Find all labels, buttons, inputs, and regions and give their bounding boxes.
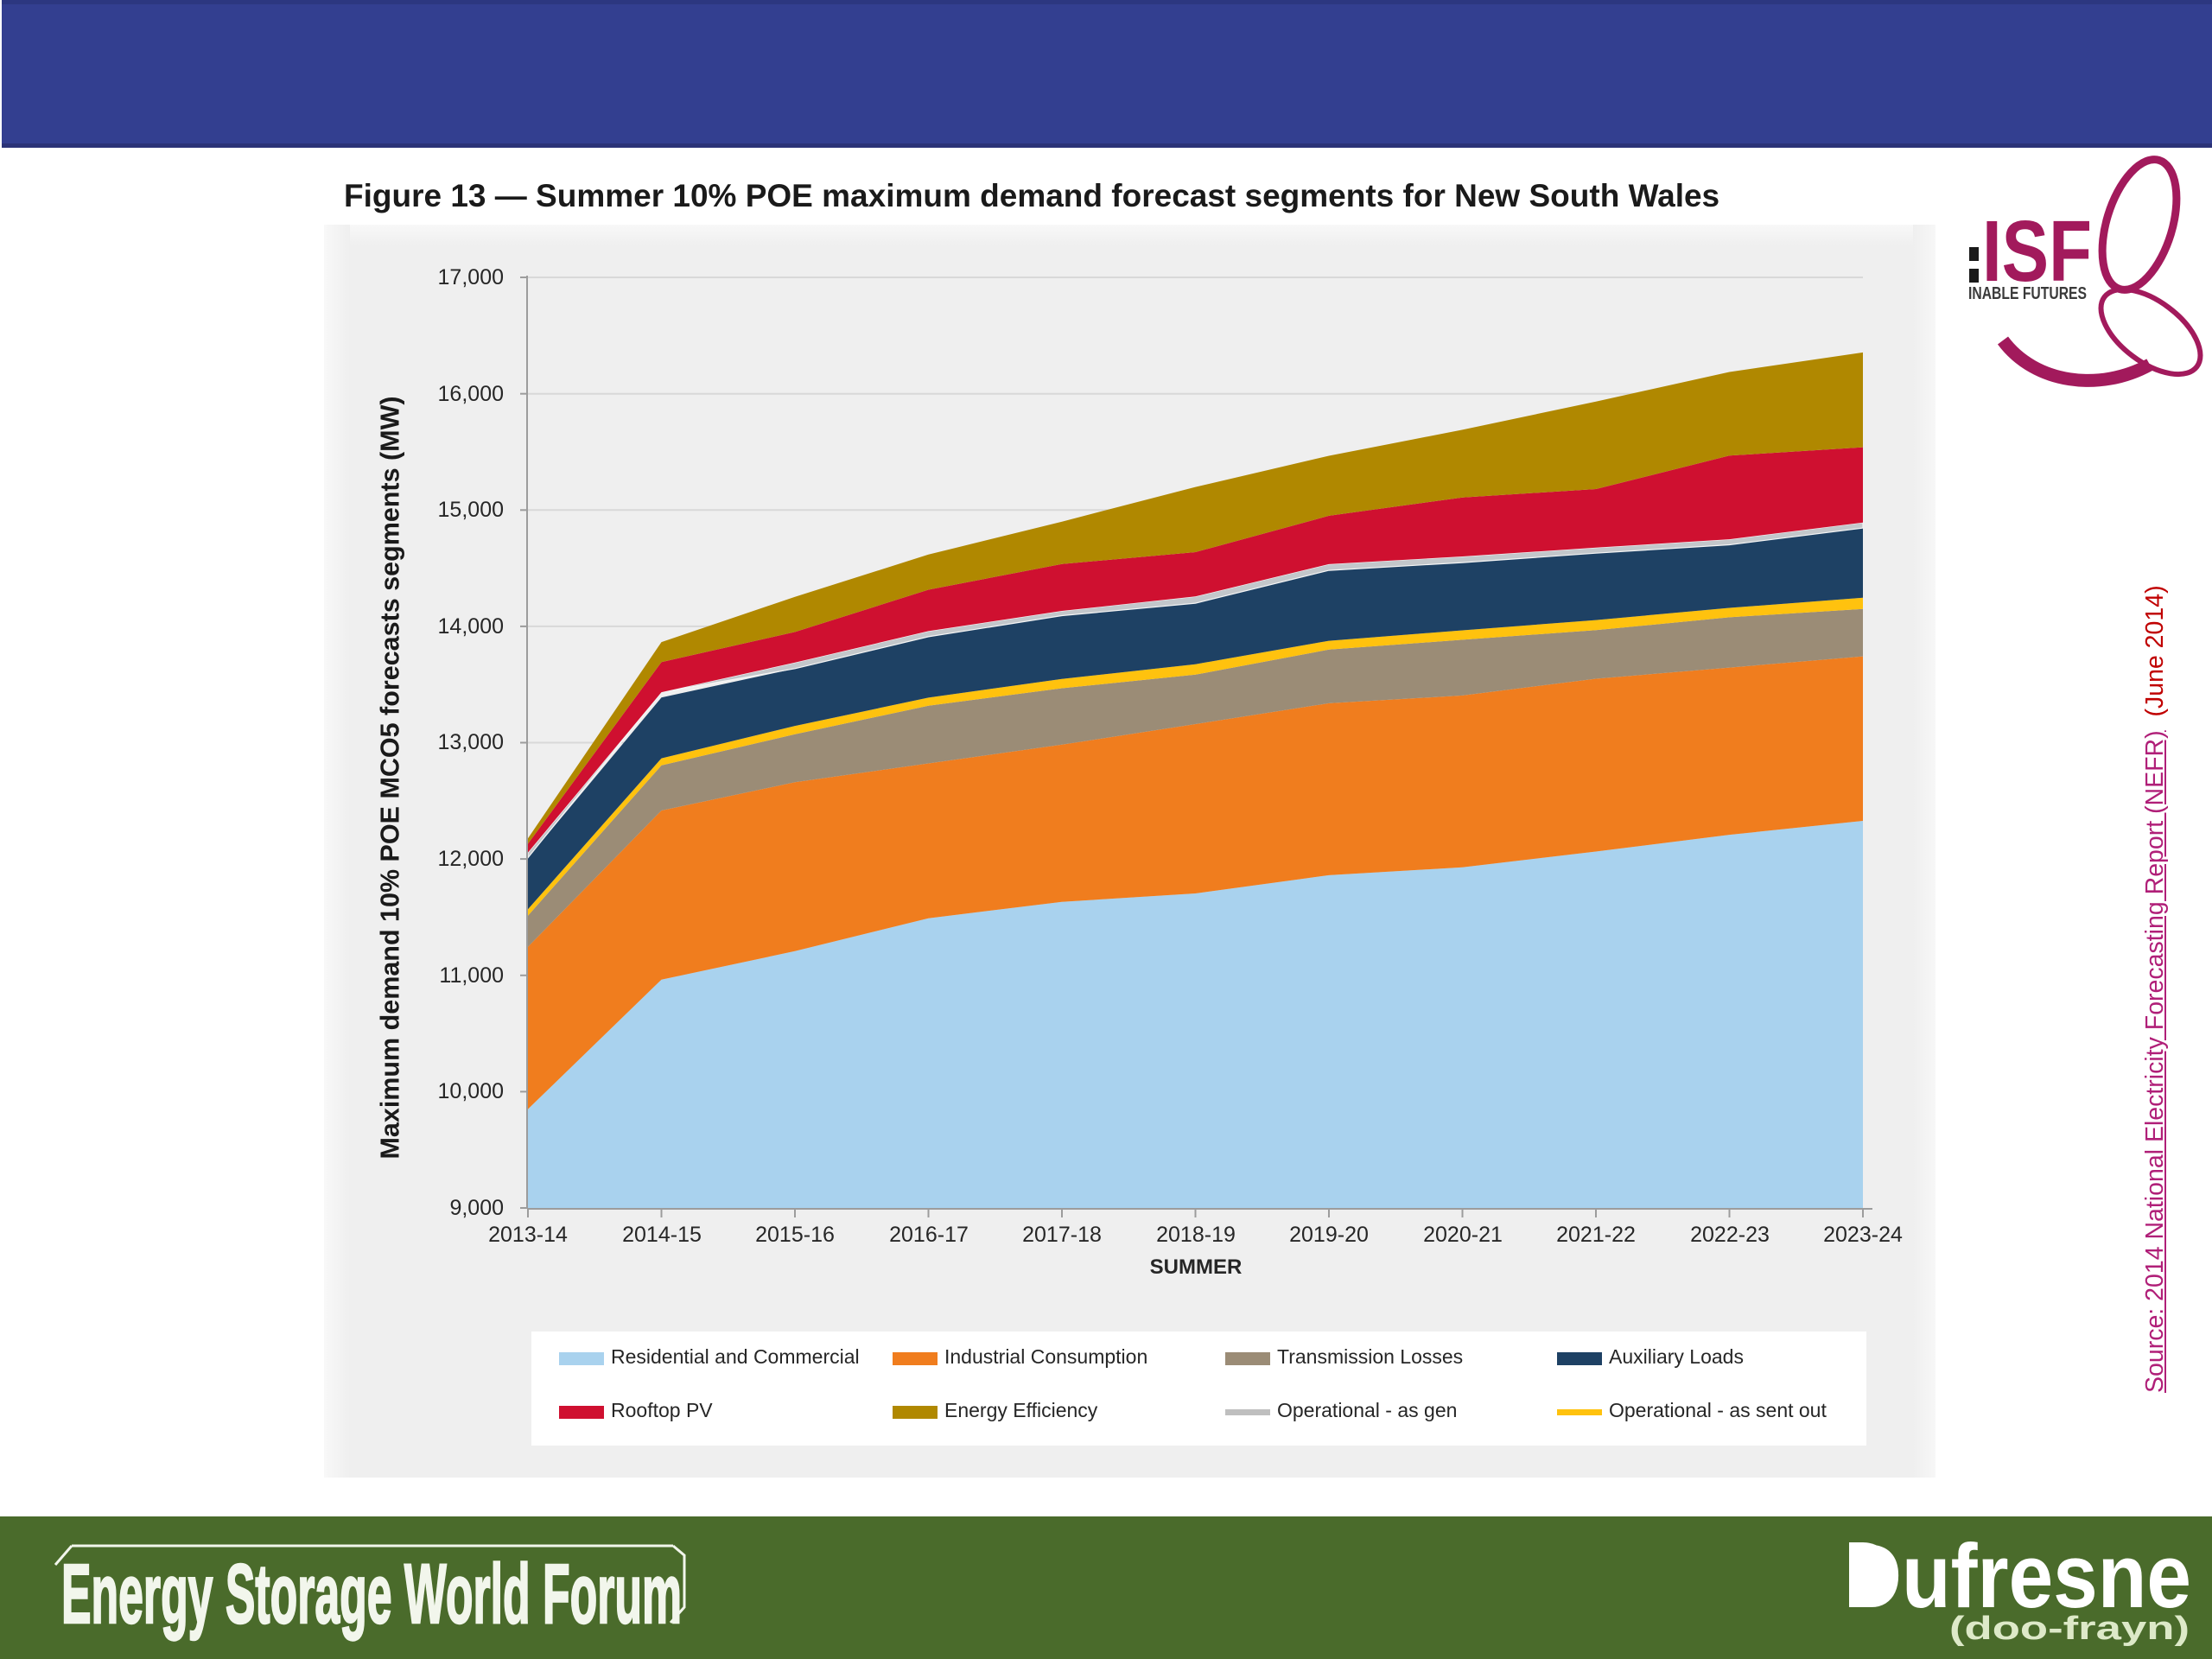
svg-text:Energy Storage World Forum: Energy Storage World Forum xyxy=(61,1547,682,1641)
svg-text:ISF: ISF xyxy=(1982,203,2092,300)
svg-text:INABLE FUTURES: INABLE FUTURES xyxy=(1968,284,2087,303)
svg-text:(doo-frayn): (doo-frayn) xyxy=(1949,1611,2190,1647)
svg-text:Dufresne: Dufresne xyxy=(1844,1526,2191,1627)
